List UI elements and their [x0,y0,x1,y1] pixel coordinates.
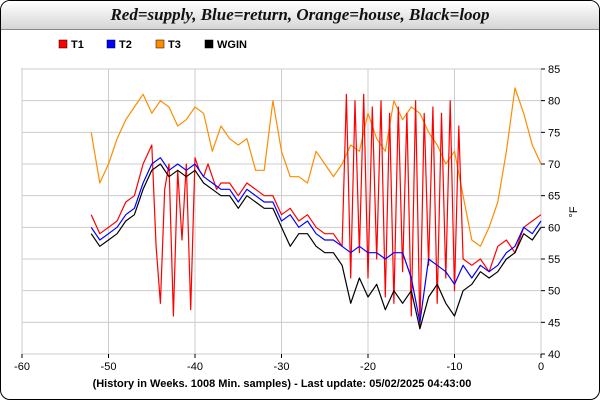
y-tick-label: 40 [548,349,560,361]
y-tick-label: 45 [548,317,560,329]
y-tick-label: 70 [548,159,560,171]
legend-label-t2: T2 [119,39,132,51]
y-tick-label: 65 [548,191,560,203]
legend-label-t3: T3 [168,39,181,51]
x-tick-label: -40 [187,361,203,373]
x-tick-label: -20 [360,361,376,373]
series-line-wgin [90,163,542,330]
legend-swatch-wgin [204,39,214,49]
legend-swatch-t3 [155,39,165,49]
y-tick-label: 85 [548,64,560,76]
x-tick-label: 0 [538,361,544,373]
x-axis: -60 -50 -40 -30 -20 -10 0 [14,354,544,373]
series-line-t2 [90,157,542,323]
y-tick-label: 80 [548,96,560,108]
legend: T1 T2 T3 WGIN [58,39,247,51]
y-tick-label: 50 [548,286,560,298]
legend-label-wgin: WGIN [217,39,247,51]
legend-swatch-t1 [58,39,68,49]
chart-title: Red=supply, Blue=return, Orange=house, B… [110,5,490,24]
grid-lines [21,68,542,355]
y-tick-label: 55 [548,254,560,266]
x-tick-label: -60 [14,361,30,373]
title-bar: Red=supply, Blue=return, Orange=house, B… [1,1,599,30]
x-tick-label: -50 [101,361,117,373]
y-axis: 40 45 50 55 60 65 70 75 80 85 [541,64,560,361]
y-tick-label: 60 [548,222,560,234]
legend-swatch-t2 [106,39,116,49]
series-line-t3 [90,87,542,247]
series-layer [90,87,542,330]
y-axis-label: °F [568,206,580,217]
y-tick-label: 75 [548,127,560,139]
footer-text: (History in Weeks. 1008 Min. samples) - … [93,378,472,390]
x-tick-label: -30 [274,361,290,373]
x-tick-label: -10 [447,361,463,373]
legend-label-t1: T1 [71,39,84,51]
